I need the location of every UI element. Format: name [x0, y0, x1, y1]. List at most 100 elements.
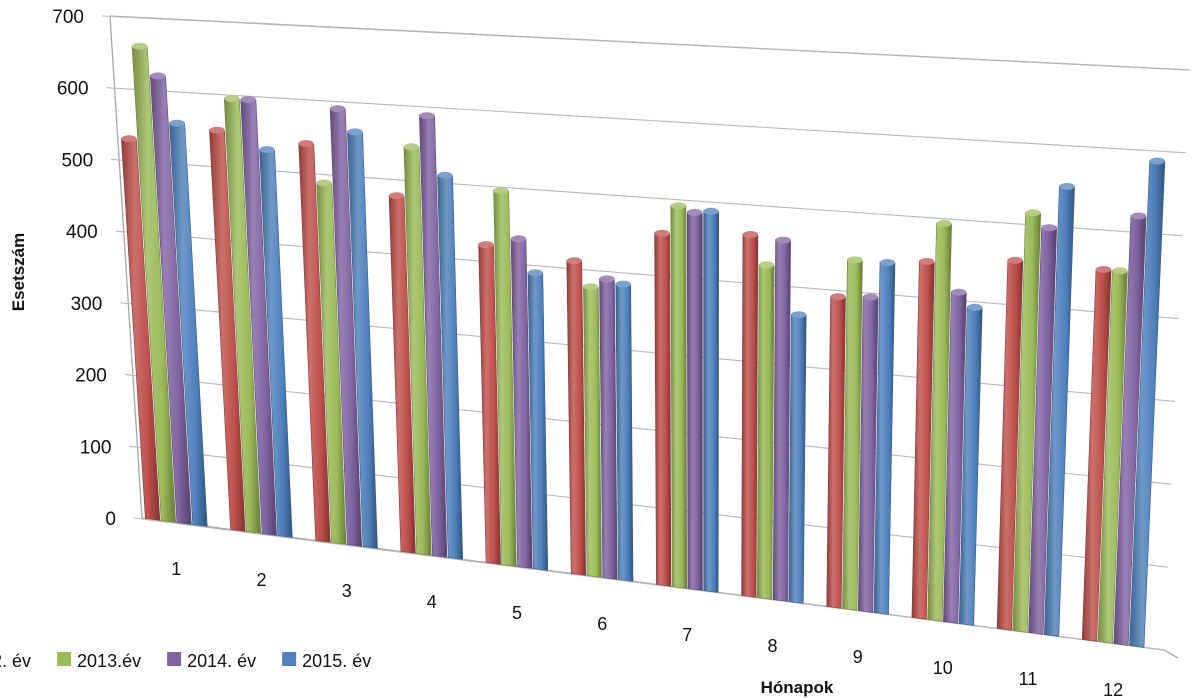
- bar-cap: [1059, 183, 1075, 190]
- y-tick-label: 400: [66, 222, 98, 243]
- bar-10-series-2: [943, 291, 967, 624]
- x-tick-label: 3: [342, 581, 352, 601]
- bar-group-10: [911, 219, 983, 626]
- bar-cap: [599, 275, 615, 283]
- bar-12-series-1: [1097, 269, 1128, 644]
- bar-8-series-2: [772, 239, 791, 602]
- bar-1-series-2: [149, 75, 192, 525]
- bar-cap: [259, 146, 275, 154]
- bar-cap: [132, 42, 148, 50]
- legend-item: 2. év: [0, 651, 31, 671]
- gridline: [124, 374, 1172, 485]
- bar-8-series-1: [756, 263, 775, 600]
- bar-cap: [759, 261, 775, 269]
- bar-5-series-2: [510, 237, 533, 569]
- y-axis-ticks: 0 100 200 300 400 500 600 700: [52, 7, 116, 530]
- x-tick-label: 8: [767, 636, 777, 656]
- bar-cap: [919, 258, 935, 265]
- y-tick-label: 100: [80, 437, 112, 458]
- bar-cap: [615, 280, 631, 288]
- gridline: [101, 15, 1191, 71]
- gridline: [111, 158, 1183, 237]
- bar-10-series-0: [911, 260, 935, 620]
- bar-cap: [527, 269, 543, 277]
- x-tick-label: 12: [1103, 680, 1123, 698]
- bar-cap: [1025, 209, 1041, 217]
- bar-cap: [791, 311, 807, 319]
- bar-cap: [703, 207, 719, 215]
- bar-cap: [742, 231, 758, 238]
- bar-8-series-3: [788, 313, 807, 604]
- bar-cap: [951, 288, 967, 296]
- x-tick-label: 5: [512, 603, 522, 623]
- legend-label: 2014. év: [187, 651, 256, 671]
- x-tick-label: 9: [853, 647, 863, 667]
- bar-3-series-3: [347, 131, 378, 549]
- y-tick-label: 0: [105, 509, 116, 530]
- bar-1-series-3: [169, 122, 208, 527]
- bar-group-6: [566, 257, 634, 582]
- bar-11-series-0: [996, 259, 1024, 631]
- y-tick-label: 500: [61, 150, 93, 171]
- x-tick-label: 2: [256, 570, 266, 590]
- bar-group-7: [654, 202, 720, 593]
- bar-cap: [670, 202, 686, 210]
- bar-cap: [121, 135, 137, 143]
- bar-9-series-3: [873, 261, 896, 615]
- bar-9-series-0: [826, 295, 846, 609]
- bar-6-series-0: [566, 259, 587, 576]
- y-tick-label: 700: [52, 7, 84, 28]
- bar-cap: [150, 72, 166, 80]
- bar-cap: [566, 257, 582, 265]
- bar-cap: [936, 219, 952, 227]
- bar-7-series-2: [686, 211, 703, 591]
- bar-cap: [403, 143, 420, 151]
- bar-2-series-2: [240, 98, 277, 536]
- bar-cap: [863, 293, 879, 301]
- x-tick-label: 10: [933, 658, 953, 678]
- bar-group-2: [209, 95, 293, 538]
- bar-cap: [347, 128, 363, 136]
- legend-item: 2014. év: [167, 651, 256, 671]
- gridline: [133, 517, 1165, 651]
- bar-cap: [1112, 267, 1128, 275]
- bar-cap: [967, 303, 983, 311]
- bar-cap: [511, 235, 526, 243]
- y-tick-label: 300: [71, 294, 103, 315]
- bar-group-4: [388, 112, 464, 560]
- bar-cap: [775, 236, 791, 244]
- bar-cap: [419, 112, 435, 120]
- gridline: [120, 302, 1176, 402]
- legend-swatch: [57, 652, 72, 666]
- bar-3-series-1: [316, 182, 347, 545]
- bar-cap: [298, 140, 314, 147]
- bar-cap: [1096, 266, 1111, 273]
- bar-cap: [316, 179, 332, 187]
- bar-group-8: [741, 231, 807, 604]
- bar-5-series-3: [527, 271, 549, 571]
- bar-cap: [437, 171, 453, 179]
- bar-cap: [830, 293, 846, 301]
- legend-swatch: [167, 652, 182, 666]
- x-tick-label: 4: [427, 592, 437, 612]
- bar-5-series-0: [478, 243, 501, 565]
- bar-cap: [847, 256, 863, 264]
- y-axis-title: Esetszám: [9, 233, 28, 311]
- bar-cap: [330, 105, 346, 113]
- bar-9-series-1: [842, 258, 863, 611]
- bar-cap: [1149, 157, 1165, 165]
- bar-group-12: [1081, 157, 1166, 648]
- legend-item: 2015. év: [282, 651, 371, 671]
- bar-cap: [1007, 256, 1023, 264]
- gridline: [129, 445, 1168, 568]
- bar-cap: [687, 208, 703, 216]
- bar-group-1: [120, 42, 208, 527]
- bar-cap: [478, 241, 494, 249]
- bar-3-series-0: [298, 142, 331, 543]
- bar-cap: [224, 95, 240, 102]
- bar-group-9: [826, 256, 896, 615]
- bar-2-series-1: [223, 97, 262, 534]
- bar-10-series-1: [927, 222, 952, 622]
- bar-cap: [1130, 212, 1147, 220]
